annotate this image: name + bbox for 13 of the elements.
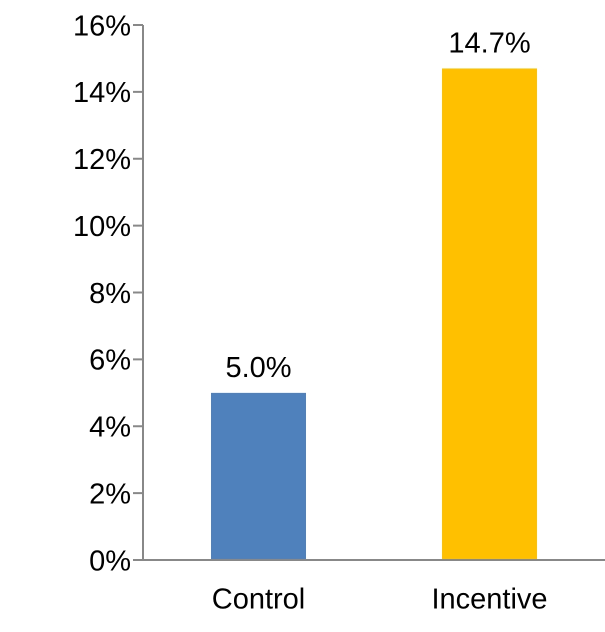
data-label: 14.7% xyxy=(448,27,531,60)
y-tick-label: 16% xyxy=(72,10,131,42)
y-tick-label: 0% xyxy=(89,545,131,578)
y-tick-label: 14% xyxy=(72,77,131,110)
y-tick-label: 6% xyxy=(89,344,131,377)
y-tick-label: 2% xyxy=(89,478,131,510)
y-tick-label: 12% xyxy=(72,144,131,176)
x-tick-label: Incentive xyxy=(431,584,548,616)
data-label: 5.0% xyxy=(225,352,292,384)
y-tick-label: 8% xyxy=(89,278,131,310)
y-tick-label: 4% xyxy=(89,412,131,444)
x-tick-label: Control xyxy=(212,584,306,616)
y-tick-label: 10% xyxy=(72,210,131,243)
